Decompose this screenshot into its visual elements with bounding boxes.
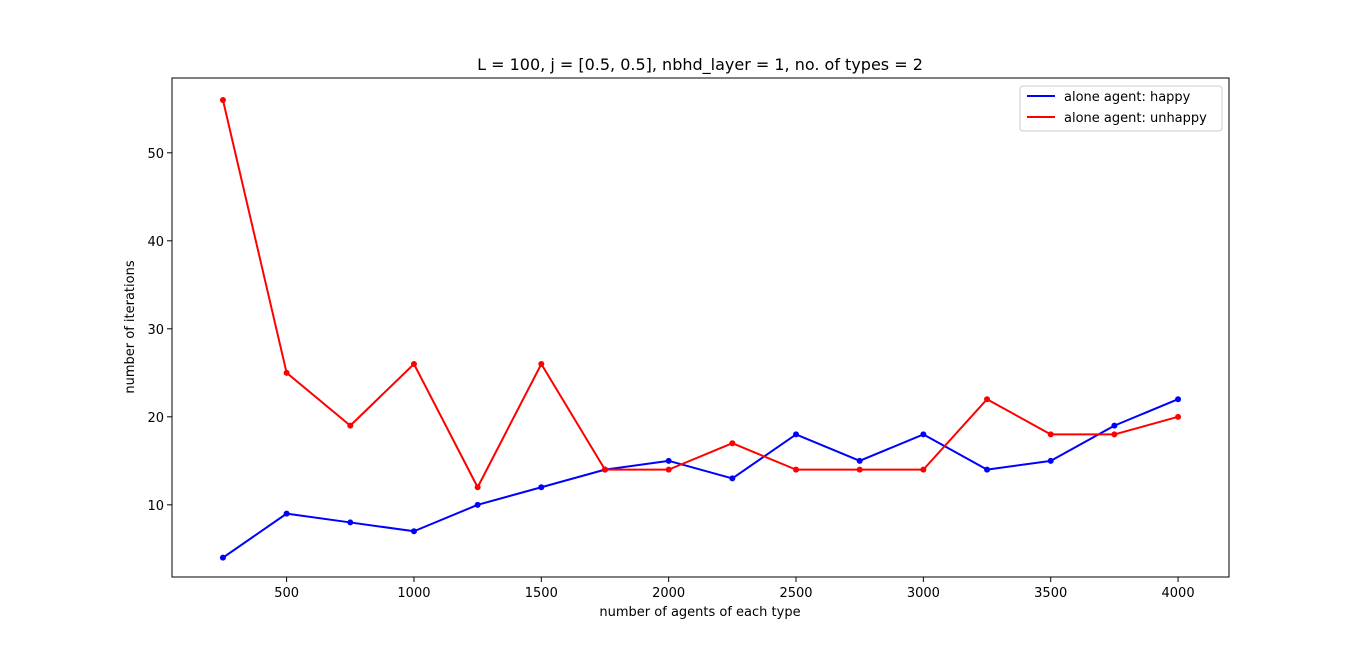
legend: alone agent: happy alone agent: unhappy [1019,85,1223,132]
legend-label: alone agent: unhappy [1064,111,1207,126]
data-point [219,554,226,561]
x-tick-label: 3000 [907,586,940,601]
series-layer [219,97,1182,561]
data-point [920,431,927,438]
data-point [856,457,863,464]
data-point [1175,396,1182,403]
series-line [222,398,1179,559]
data-point [538,484,545,491]
legend-entry: alone agent: happy [1027,90,1191,105]
data-point [1111,422,1118,429]
y-tick-label: 30 [147,323,164,338]
data-point [984,466,991,473]
x-axis-ticks: 500 1000 1500 2000 2500 3000 3500 4000 [274,577,1195,601]
data-point [474,484,481,491]
data-point [793,431,800,438]
x-tick-label: 3500 [1034,586,1067,601]
x-tick-label: 1500 [525,586,558,601]
y-tick-label: 40 [147,235,164,250]
y-axis-ticks: 10 20 30 40 50 [147,147,172,514]
x-tick-label: 2500 [779,586,812,601]
data-point [474,501,481,508]
data-point [347,519,354,526]
data-point [729,440,736,447]
legend-entries: alone agent: happy alone agent: unhappy [1027,90,1207,126]
data-point [347,422,354,429]
y-tick-label: 20 [147,411,164,426]
plot-area-frame [171,77,1230,578]
chart-title: L = 100, j = [0.5, 0.5], nbhd_layer = 1,… [477,55,923,75]
data-point [984,396,991,403]
data-point [665,457,672,464]
data-point [793,466,800,473]
data-point [729,475,736,482]
x-tick-label: 500 [274,586,299,601]
x-axis-label: number of agents of each type [599,605,800,620]
data-point [538,361,545,368]
series-alone-agent-happy [219,396,1182,561]
x-tick-label: 4000 [1162,586,1195,601]
y-axis-label: number of iterations [123,260,138,393]
legend-box [1019,85,1223,132]
data-point [1111,431,1118,438]
y-tick-label: 10 [147,499,164,514]
data-point [665,466,672,473]
data-point [920,466,927,473]
data-point [283,510,290,517]
data-point [1175,413,1182,420]
x-tick-label: 1000 [397,586,430,601]
data-point [283,369,290,376]
series-alone-agent-unhappy [219,97,1182,491]
data-point [601,466,608,473]
data-point [1047,457,1054,464]
data-point [856,466,863,473]
data-point [1047,431,1054,438]
legend-entry: alone agent: unhappy [1027,111,1207,126]
data-point [410,528,417,535]
data-point [410,361,417,368]
legend-label: alone agent: happy [1064,90,1191,105]
y-tick-label: 50 [147,147,164,162]
data-point [219,97,226,104]
series-line [221,99,1179,489]
x-tick-label: 2000 [652,586,685,601]
